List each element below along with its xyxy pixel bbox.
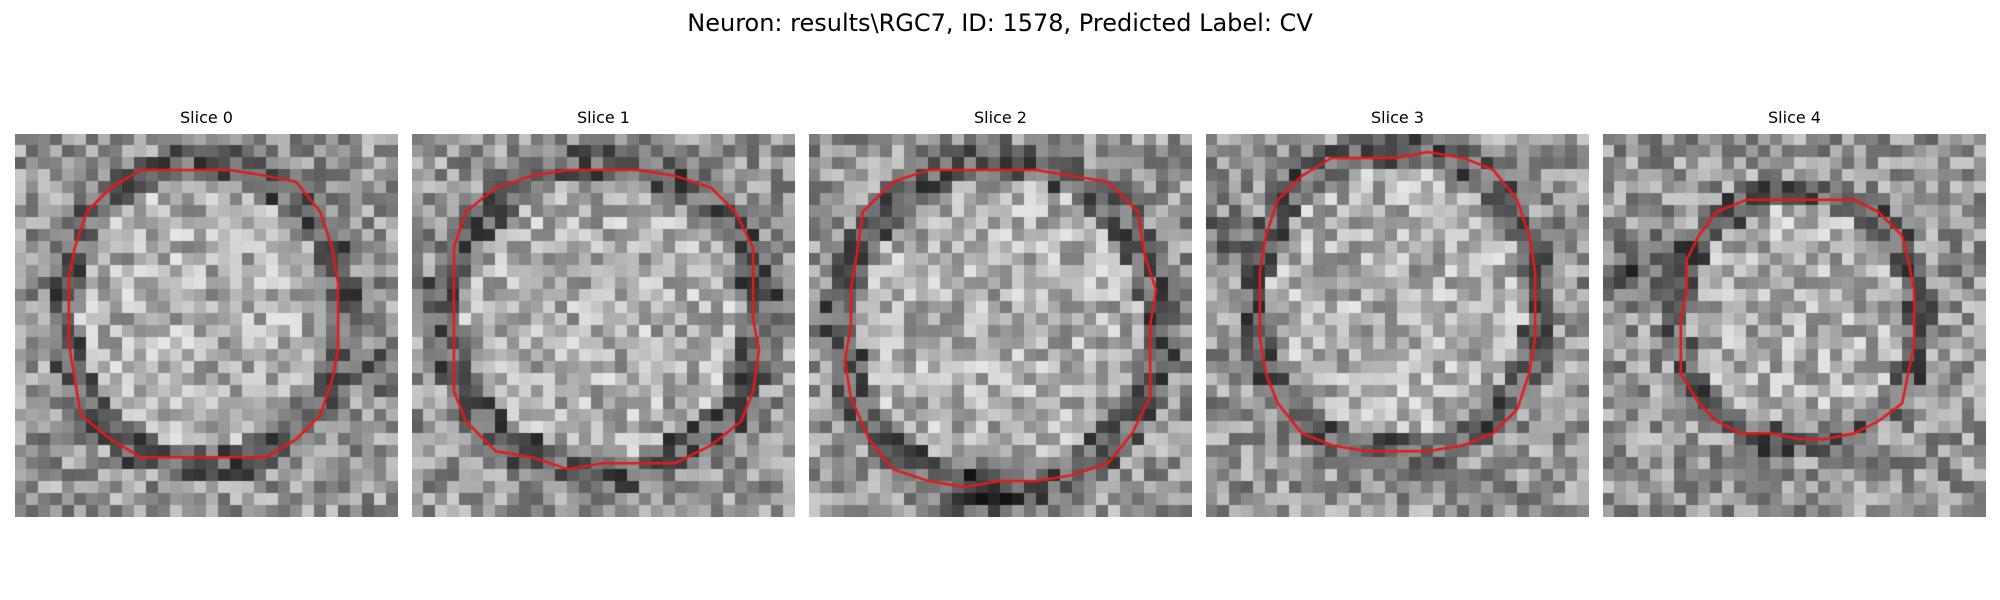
slice-panel-0: Slice 0: [15, 108, 398, 517]
slice-panel-2: Slice 2: [809, 108, 1192, 517]
slice-title-4: Slice 4: [1768, 108, 1821, 127]
figure-title: Neuron: results\RGC7, ID: 1578, Predicte…: [687, 9, 1313, 37]
slice-image-2: [809, 134, 1192, 517]
slice-title-2: Slice 2: [974, 108, 1027, 127]
slice-title-3: Slice 3: [1371, 108, 1424, 127]
slice-image-4: [1603, 134, 1986, 517]
slice-title-0: Slice 0: [180, 108, 233, 127]
slice-title-1: Slice 1: [577, 108, 630, 127]
slice-image-1: [412, 134, 795, 517]
slice-panel-4: Slice 4: [1603, 108, 1986, 517]
slice-image-0: [15, 134, 398, 517]
slice-panel-3: Slice 3: [1206, 108, 1589, 517]
slice-image-3: [1206, 134, 1589, 517]
slice-panel-1: Slice 1: [412, 108, 795, 517]
